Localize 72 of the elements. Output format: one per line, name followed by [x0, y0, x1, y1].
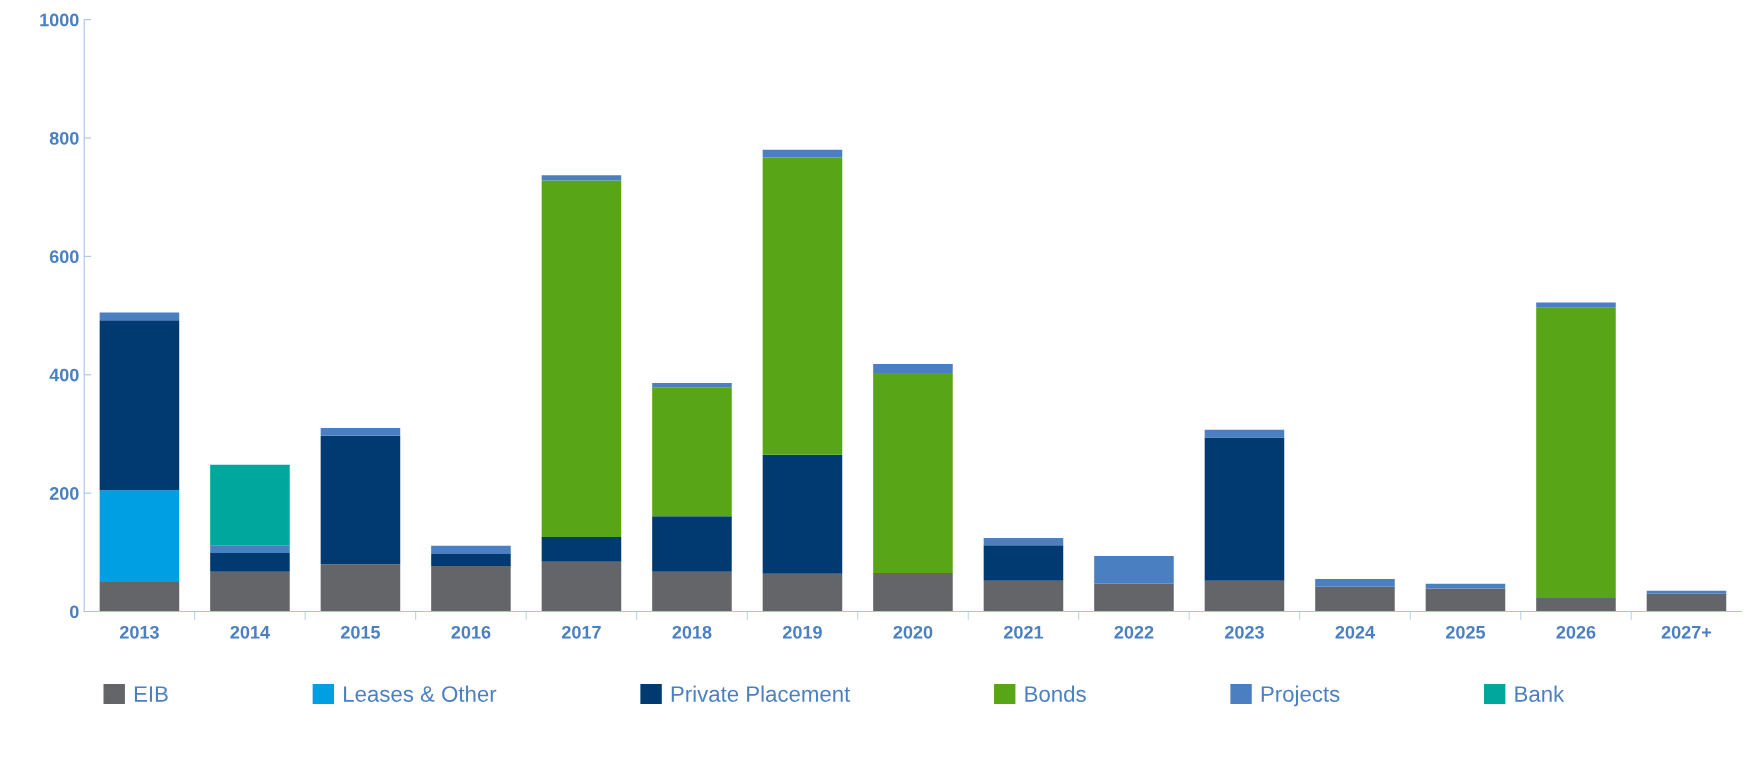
legend-label: Bonds — [1025, 685, 1086, 702]
bar — [1094, 583, 1174, 612]
bar — [762, 149, 843, 158]
bar — [873, 372, 953, 574]
y-tick-label: 400 — [49, 368, 79, 382]
x-tick-label: 2016 — [451, 625, 491, 639]
bar — [762, 573, 843, 612]
bar — [210, 464, 290, 546]
bar — [99, 320, 180, 491]
bar — [1204, 437, 1285, 581]
bar — [762, 157, 843, 455]
bar — [99, 490, 180, 582]
legend-label: Leases & Other — [344, 685, 497, 702]
bar — [99, 312, 180, 321]
y-tick-label: 0 — [70, 605, 79, 619]
bar — [431, 554, 511, 566]
bar — [320, 564, 401, 612]
legend-label: Private Placement — [671, 685, 851, 702]
legend-label: Bank — [1515, 685, 1565, 702]
x-tick-label: 2017 — [562, 625, 601, 639]
x-tick-label: 2019 — [783, 625, 822, 639]
bar — [873, 364, 953, 373]
bar — [1536, 307, 1616, 598]
x-tick-label: 2025 — [1446, 625, 1486, 639]
y-tick-label: 600 — [49, 250, 79, 264]
bar — [1536, 597, 1616, 612]
bar — [652, 387, 732, 517]
y-tick-label: 200 — [49, 487, 79, 500]
bar — [1646, 590, 1727, 594]
bar — [210, 571, 290, 612]
x-tick-label: 2015 — [340, 625, 381, 639]
legend-label: Projects — [1261, 685, 1340, 707]
bar — [431, 545, 511, 555]
bar — [210, 552, 290, 572]
bar — [1204, 429, 1285, 438]
x-tick-label: 2024 — [1335, 625, 1375, 639]
bar — [652, 571, 732, 612]
x-tick-label: 2013 — [119, 625, 159, 639]
x-tick-label: 2020 — [893, 625, 933, 639]
bar — [541, 536, 622, 562]
x-tick-label: 2021 — [1004, 625, 1044, 639]
bar — [210, 545, 290, 553]
x-tick-label: 2026 — [1556, 625, 1596, 639]
bar — [320, 435, 401, 565]
bar — [1425, 588, 1506, 612]
bar — [431, 565, 511, 612]
bar — [1204, 580, 1285, 612]
bar — [320, 428, 401, 436]
x-tick-label: 2018 — [672, 625, 712, 639]
y-tick-label: 800 — [49, 131, 79, 145]
bar — [762, 454, 843, 574]
bar — [652, 516, 732, 572]
bar — [1536, 302, 1616, 308]
x-tick-label: 2014 — [230, 625, 270, 639]
bar — [983, 580, 1064, 612]
y-tick-label: 1000 — [40, 13, 79, 27]
x-tick-label: 2027+ — [1661, 625, 1712, 639]
bar — [983, 545, 1064, 581]
bar — [1315, 586, 1395, 612]
bar — [541, 561, 622, 612]
legend-label: EIB — [134, 686, 168, 702]
x-tick-label: 2022 — [1114, 625, 1154, 639]
bar — [652, 383, 732, 388]
bar — [99, 581, 180, 612]
bar — [541, 175, 622, 181]
bar — [983, 538, 1064, 546]
x-tick-label: 2023 — [1225, 625, 1264, 639]
bar — [1646, 593, 1727, 612]
bar — [541, 180, 622, 537]
bar — [873, 573, 953, 612]
bar — [1315, 578, 1395, 587]
bar — [1094, 555, 1174, 584]
